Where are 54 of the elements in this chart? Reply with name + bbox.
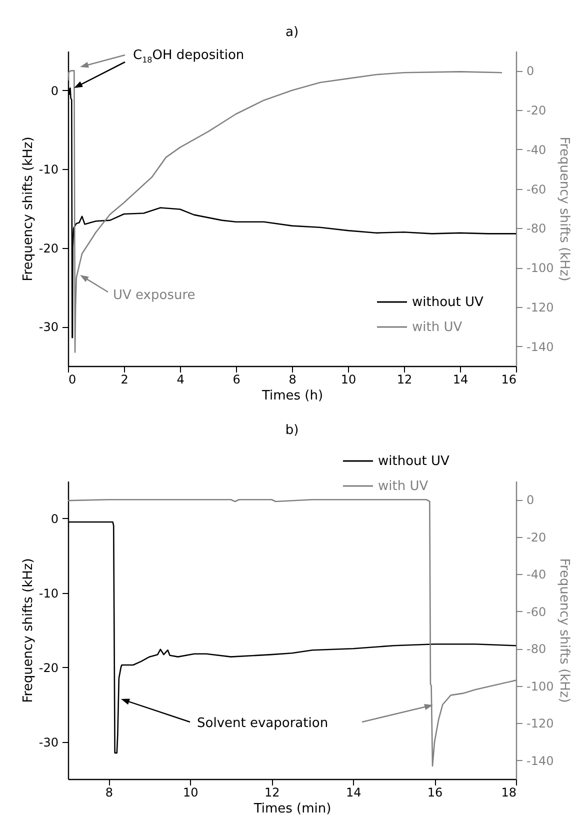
y2-tick-label: -80 bbox=[526, 642, 546, 656]
y2-tick-label: -40 bbox=[526, 568, 546, 582]
x-axis-title: Times (h) bbox=[260, 388, 324, 404]
y-tick-label: -20 bbox=[38, 660, 58, 675]
y2-axis-title: Frequency shifts (kHz) bbox=[556, 558, 572, 703]
x-tick-label: 14 bbox=[452, 372, 468, 386]
x-tick-label: 18 bbox=[501, 786, 516, 800]
y2-tick-label: -80 bbox=[526, 222, 546, 236]
x-tick-label: 8 bbox=[105, 786, 114, 800]
x-tick-label: 0 bbox=[68, 372, 76, 386]
y-tick-label: -30 bbox=[38, 735, 58, 750]
annotation: Solvent evaporation bbox=[197, 716, 328, 731]
y2-tick-label: -60 bbox=[526, 182, 546, 196]
chart-title: b) bbox=[285, 423, 299, 438]
x-tick-label: 12 bbox=[264, 786, 280, 800]
x-tick-label: 8 bbox=[288, 372, 296, 386]
x-axis-title: Times (min) bbox=[252, 802, 332, 816]
y2-tick-label: -140 bbox=[526, 340, 554, 354]
y2-tick-label: 0 bbox=[526, 64, 534, 78]
y2-tick-label: -100 bbox=[526, 679, 554, 694]
y2-tick-label: -20 bbox=[526, 530, 546, 544]
x-tick-label: 16 bbox=[501, 372, 516, 386]
y-tick-label: -20 bbox=[38, 241, 58, 256]
y-tick-label: -30 bbox=[38, 320, 58, 334]
y2-tick-label: -100 bbox=[526, 261, 554, 276]
y2-tick-label: -20 bbox=[526, 104, 546, 118]
legend-label: without UV bbox=[412, 295, 484, 310]
y-tick-label: -10 bbox=[38, 586, 58, 600]
y2-tick-label: -120 bbox=[526, 716, 554, 731]
legend-label: without UV bbox=[378, 454, 450, 469]
y2-tick-label: -120 bbox=[526, 300, 554, 314]
x-tick-label: 2 bbox=[120, 372, 128, 386]
x-tick-label: 12 bbox=[396, 372, 412, 386]
annotation: UV exposure bbox=[113, 288, 196, 303]
y-axis-title: Frequency shifts (kHz) bbox=[20, 136, 36, 282]
y2-tick-label: 0 bbox=[526, 493, 534, 508]
y2-tick-label: -140 bbox=[526, 754, 554, 768]
legend-label: with UV bbox=[378, 479, 428, 494]
chart-title: a) bbox=[285, 25, 299, 40]
x-tick-label: 16 bbox=[427, 786, 443, 800]
x-tick-label: 6 bbox=[232, 372, 240, 386]
x-tick-label: 10 bbox=[183, 786, 198, 800]
y-tick-label: 0 bbox=[50, 512, 58, 526]
y2-axis-title: Frequency shifts (kHz) bbox=[556, 136, 572, 282]
annotation: C$_{18}$OH deposition bbox=[133, 48, 244, 65]
x-tick-label: 4 bbox=[176, 372, 184, 386]
y2-tick-label: -40 bbox=[526, 142, 546, 157]
x-tick-label: 14 bbox=[346, 786, 362, 800]
y-tick-label: 0 bbox=[50, 84, 58, 98]
x-tick-label: 10 bbox=[340, 372, 356, 386]
y2-tick-label: -60 bbox=[526, 604, 546, 619]
legend-label: with UV bbox=[412, 320, 462, 335]
y-axis-title: Frequency shifts (kHz) bbox=[20, 558, 36, 703]
y-tick-label: -10 bbox=[38, 162, 58, 177]
